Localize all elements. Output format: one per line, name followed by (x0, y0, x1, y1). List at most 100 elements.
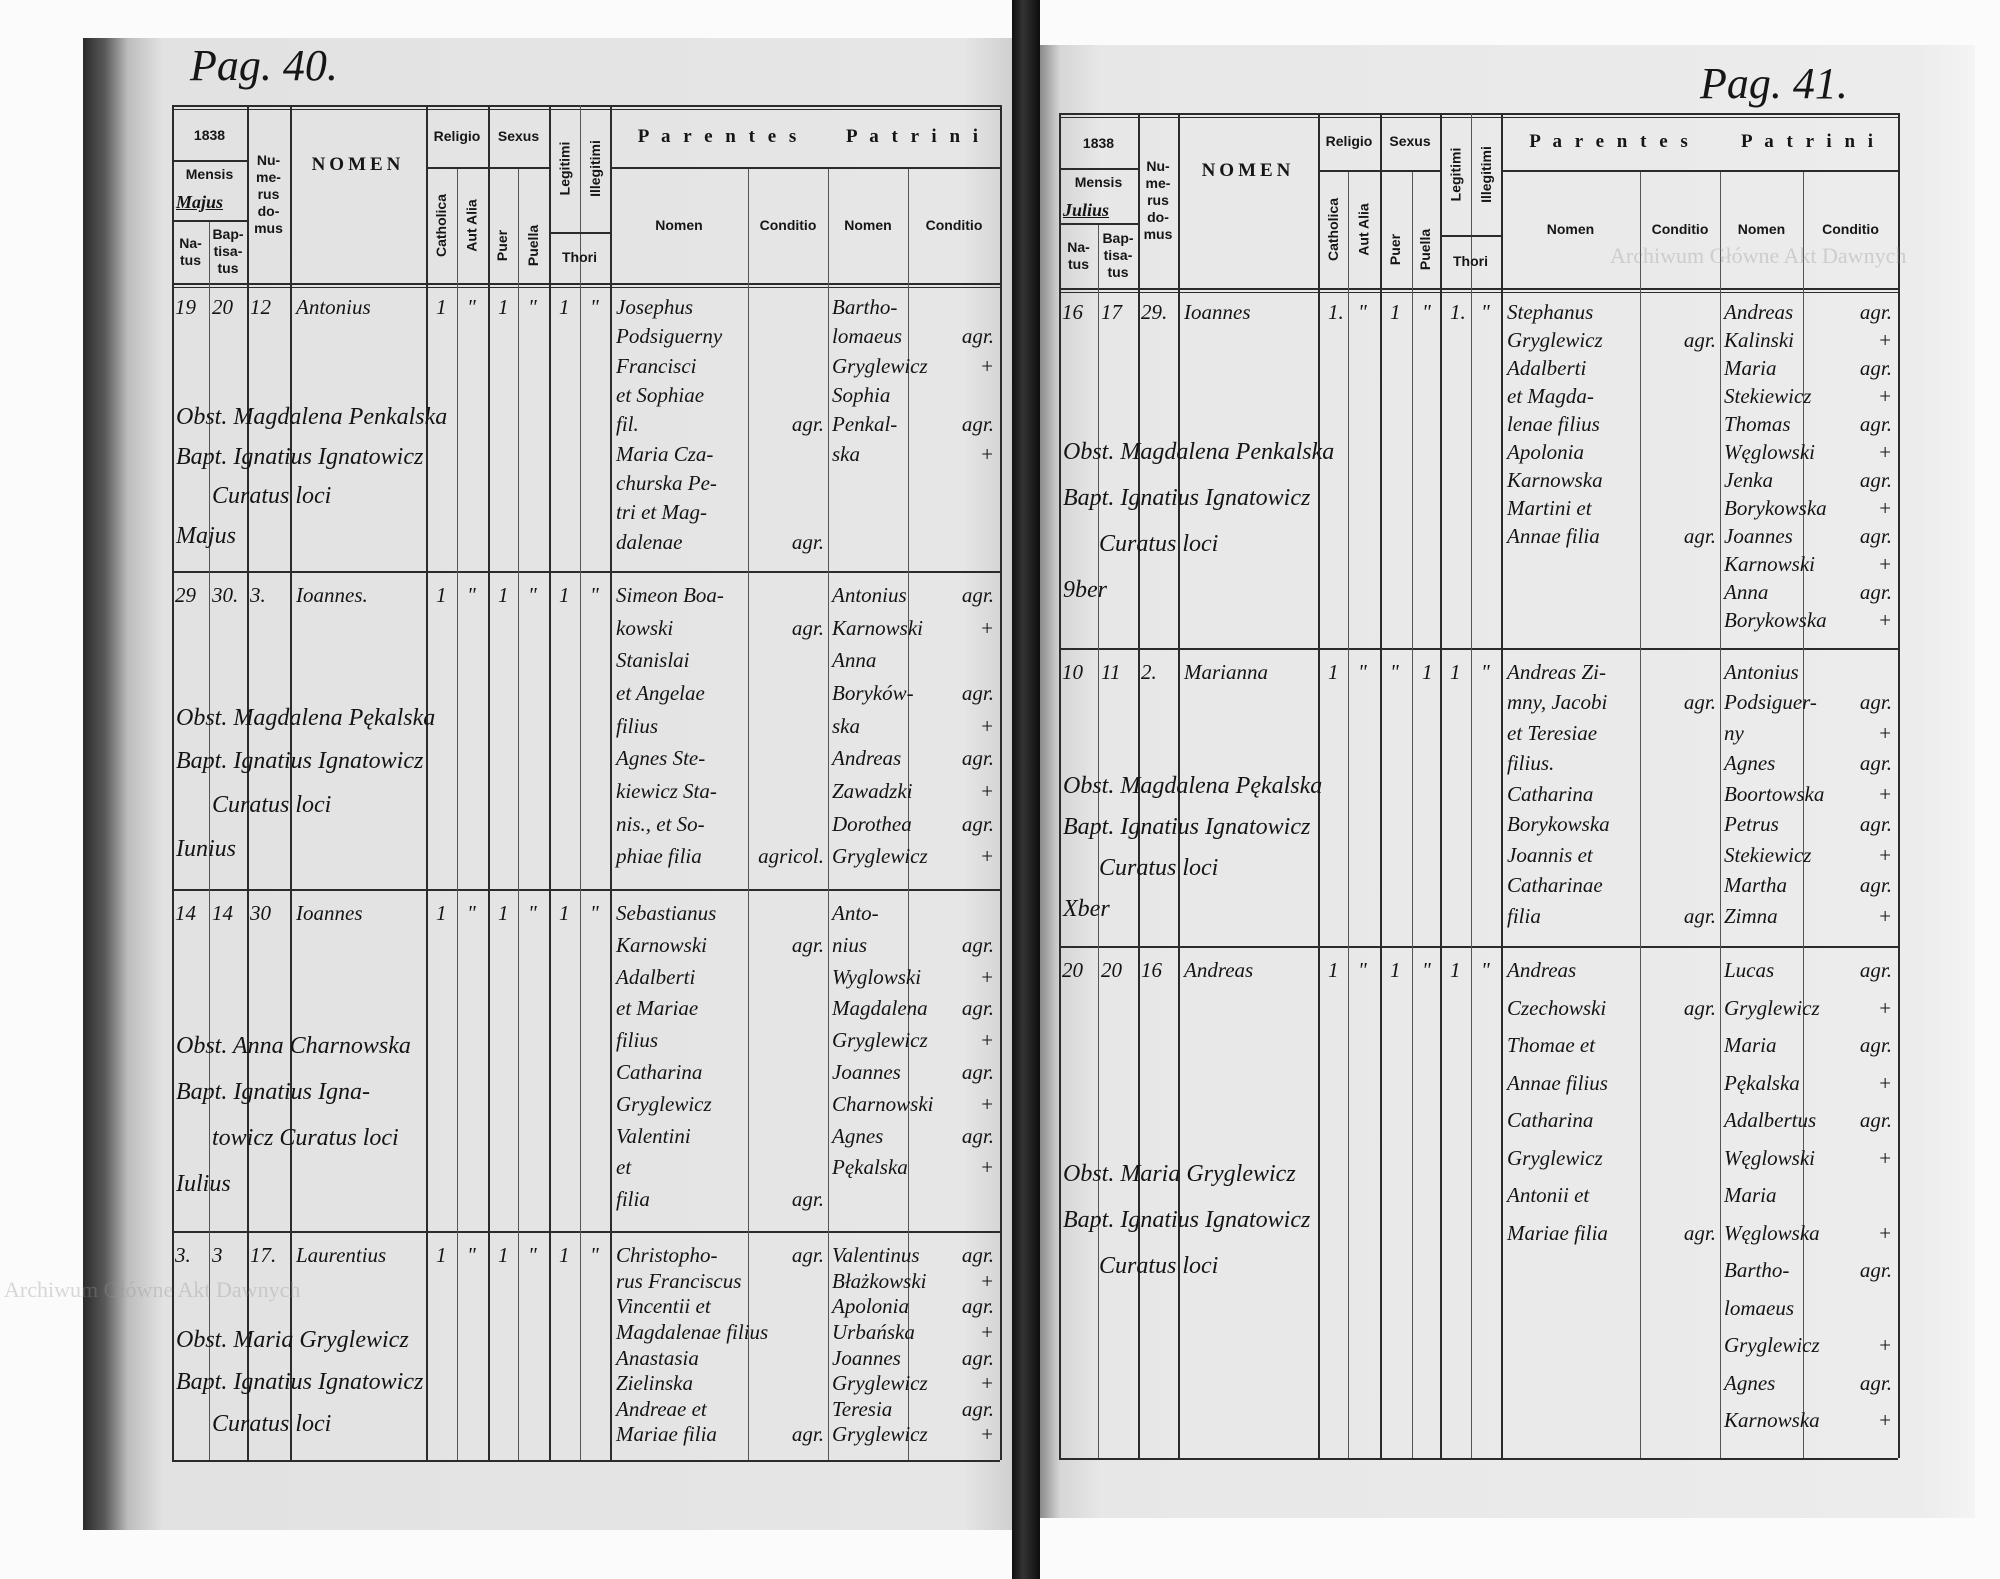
officiant-note: 9ber (1063, 577, 1107, 604)
godparent-conditio: agr. (1859, 580, 1892, 604)
entry-divider (172, 889, 1000, 891)
parentes-header: P a r e n t e s (1529, 131, 1692, 152)
book-spine (1012, 0, 1040, 1579)
natus-day: 29 (175, 583, 196, 607)
parents-conditio: agr. (1683, 690, 1716, 715)
godparent-line: Borykowska (1724, 496, 1827, 520)
parents-line: Vincentii et (616, 1294, 711, 1319)
puella-mark: " (528, 901, 537, 925)
godparent-conditio: + (979, 844, 994, 869)
legitimi-mark: 1 (1450, 660, 1461, 684)
aut-alia-mark: " (1358, 660, 1367, 684)
catholica-header-label: Catholica (433, 193, 450, 257)
puella-header: Puella (1412, 210, 1440, 288)
parents-line: Gryglewicz (1507, 328, 1603, 352)
parents-line: nis., et So- (616, 811, 705, 836)
legitimi-mark: 1 (559, 901, 570, 925)
godparent-conditio: agr. (1859, 958, 1892, 982)
natus-day: 16 (1062, 300, 1083, 324)
godparent-line: Wyglowski (832, 964, 922, 989)
house-number: 2. (1141, 660, 1157, 684)
column-rule (1059, 113, 1061, 1458)
parents-conditio: agr. (791, 529, 824, 554)
parents-conditio: agr. (1683, 524, 1716, 548)
child-name: Ioannes. (296, 583, 368, 607)
month-name: Majus (176, 192, 224, 212)
godparent-conditio: + (1877, 384, 1892, 408)
godparent-conditio: + (979, 1422, 994, 1447)
godparent-line: Adalbertus (1724, 1108, 1817, 1133)
sexus-header: Sexus (497, 127, 540, 144)
parents-line: Andreae et (616, 1396, 707, 1421)
godparent-line: Karnowski (1724, 552, 1816, 576)
parents-line: Andreas Zi- (1507, 660, 1606, 684)
godparent-line: Stekiewicz (1724, 384, 1812, 408)
header-bottom-border (1059, 288, 1898, 293)
catholica-mark: 1 (436, 295, 447, 319)
godparent-line: Gryglewicz (832, 1422, 928, 1447)
column-rule (908, 167, 909, 1460)
column-rule (1640, 170, 1641, 1458)
puella-mark: " (528, 583, 537, 607)
natus-day: 3. (175, 1243, 191, 1267)
godparent-conditio: agr. (961, 1243, 994, 1267)
parents-line: Mariae filia (616, 1422, 717, 1447)
column-rule (1348, 170, 1349, 1458)
nomen-header: NOMEN (1201, 160, 1295, 181)
officiant-note: Curatus loci (212, 792, 332, 818)
godparent-line: Węglowska (1724, 1220, 1820, 1245)
godparent-conditio: agr. (1859, 873, 1892, 898)
puella-mark: " (1422, 300, 1431, 324)
legitimi-header: Legitimi (1440, 113, 1471, 235)
aut-alia-header: Aut Alia (1348, 170, 1380, 288)
column-rule (1178, 113, 1180, 1458)
godparent-line: Martha (1724, 873, 1787, 898)
godparent-conditio: + (1877, 1070, 1892, 1095)
godparent-conditio: + (1877, 995, 1892, 1020)
baptisatus-day: 14 (212, 901, 233, 925)
catholica-mark: 1 (1328, 660, 1339, 684)
left-register-page (83, 38, 1014, 1530)
godparent-conditio: + (1877, 1145, 1892, 1170)
baptisatus-day: 20 (1101, 958, 1122, 982)
parents-line: Maria Cza- (616, 441, 714, 466)
house-number: 17. (250, 1243, 277, 1267)
parents-line: Zielinska (616, 1371, 693, 1396)
parents-line: Valentini (616, 1123, 691, 1148)
parents-conditio: agr. (791, 615, 824, 640)
column-rule (1000, 105, 1002, 1460)
illegitimi-mark: " (590, 583, 599, 607)
year-label: 1838 (193, 126, 226, 143)
godparent-conditio: agr. (961, 811, 994, 836)
column-rule (748, 167, 749, 1460)
godparent-line: Agnes (1724, 1370, 1776, 1395)
puer-mark: " (1390, 660, 1399, 684)
baptisatus-day: 3 (212, 1243, 223, 1267)
catholica-header: Catholica (426, 167, 457, 283)
illegitimi-header-label: Illegitimi (586, 140, 603, 197)
column-rule (1440, 113, 1442, 1458)
catholica-header: Catholica (1318, 170, 1348, 288)
catholica-mark: 1 (436, 901, 447, 925)
catholica-mark: 1 (436, 583, 447, 607)
parents-line: Catharina (1507, 781, 1594, 806)
officiant-note: Bapt. Ignatius Ignatowicz (1063, 485, 1311, 512)
child-name: Marianna (1184, 660, 1268, 684)
child-name: Laurentius (296, 1243, 387, 1267)
godparent-conditio: agr. (1859, 524, 1892, 548)
godparent-line: Antonius (832, 583, 907, 607)
godparent-conditio: + (979, 713, 994, 738)
parents-line: kowski (616, 615, 674, 640)
godparent-conditio: agr. (1859, 300, 1892, 324)
parents-line: Christopho- (616, 1243, 718, 1267)
table-bottom-border (172, 1460, 1000, 1462)
year-label: 1838 (1082, 134, 1115, 151)
numerus-domus-header: Nu- me- rus do- mus (254, 151, 283, 236)
parents-line: Stephanus (1507, 300, 1594, 324)
parents-line: Francisci (616, 353, 697, 378)
godparent-line: Borykowska (1724, 608, 1827, 632)
parents-line: kiewicz Sta- (616, 779, 717, 803)
godparent-line: Sophia (832, 383, 891, 407)
godparent-conditio: + (1877, 1333, 1892, 1358)
parents-line: et Magda- (1507, 384, 1594, 408)
